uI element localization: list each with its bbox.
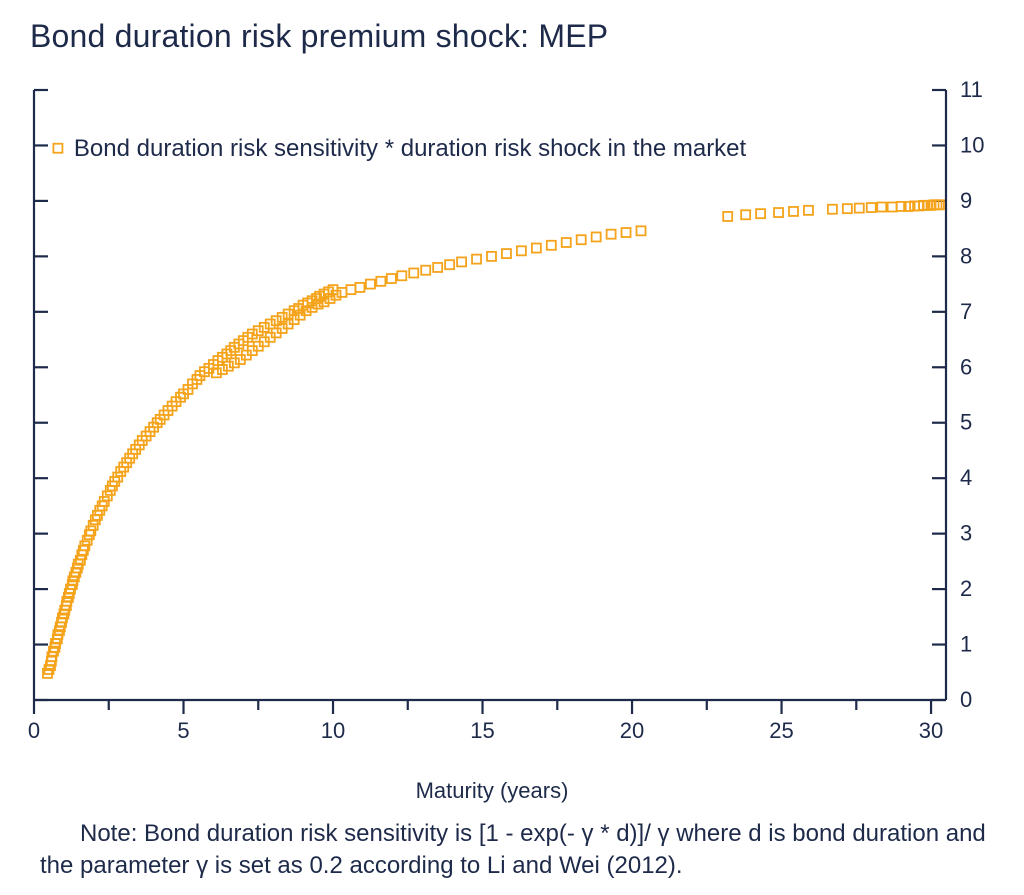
scatter-point [421, 266, 430, 275]
y-tick-label: 1 [960, 632, 972, 657]
scatter-point [774, 208, 783, 217]
x-tick-label: 5 [177, 718, 189, 743]
scatter-point [103, 491, 112, 500]
scatter-point [502, 249, 511, 258]
y-tick-label: 8 [960, 243, 972, 268]
x-tick-label: 20 [620, 718, 644, 743]
scatter-point [409, 269, 418, 278]
scatter-point [224, 362, 233, 371]
scatter-point [756, 209, 765, 218]
chart-title: Bond duration risk premium shock: MEP [30, 18, 608, 55]
y-tick-label: 0 [960, 687, 972, 712]
scatter-point [487, 252, 496, 261]
plot-area: 0 1 2 3 4 5 6 7 8 9 10 11 0 5 10 15 20 25 30 Bond duration … [26, 80, 994, 760]
scatter-point [547, 241, 556, 250]
scatter-point [260, 323, 269, 332]
scatter-point [789, 207, 798, 216]
scatter-point [532, 244, 541, 253]
y-tick-label: 9 [960, 188, 972, 213]
scatter-point [254, 326, 263, 335]
x-axis-label: Maturity (years) [0, 778, 984, 804]
scatter-point [888, 203, 897, 212]
y-tick-label: 4 [960, 465, 972, 490]
scatter-point [472, 255, 481, 264]
scatter-point [457, 257, 466, 266]
scatter-point [278, 313, 287, 322]
y-tick-label: 5 [960, 410, 972, 435]
scatter-point [517, 246, 526, 255]
scatter-point [723, 212, 732, 221]
scatter-point [397, 271, 406, 280]
scatter-point [433, 263, 442, 272]
scatter-point [445, 260, 454, 269]
scatter-point [867, 203, 876, 212]
x-tick-label: 15 [470, 718, 494, 743]
scatter-point [284, 310, 293, 319]
scatter-point [562, 238, 571, 247]
x-tick-label: 10 [321, 718, 345, 743]
x-tick-label: 30 [919, 718, 943, 743]
scatter-point [877, 203, 886, 212]
legend-label: Bond duration risk sensitivity * duratio… [74, 135, 747, 162]
scatter-point [266, 320, 275, 329]
scatter-point [387, 274, 396, 283]
scatter-point [218, 365, 227, 374]
scatter-point [355, 283, 364, 292]
scatter-point [607, 230, 616, 239]
y-tick-label: 7 [960, 299, 972, 324]
scatter-point [843, 204, 852, 213]
y-tick-label: 6 [960, 354, 972, 379]
x-tick-label: 25 [769, 718, 793, 743]
scatter-point [376, 277, 385, 286]
scatter-point [741, 210, 750, 219]
scatter-point [577, 235, 586, 244]
scatter-point [828, 205, 837, 214]
y-tick-label: 2 [960, 576, 972, 601]
y-tick-label: 3 [960, 521, 972, 546]
y-tick-label: 11 [960, 80, 983, 102]
scatter-point [804, 206, 813, 215]
y-tick-label: 10 [960, 132, 984, 157]
scatter-point [366, 280, 375, 289]
scatter-plot-svg: 0 1 2 3 4 5 6 7 8 9 10 11 0 5 10 15 20 25 30 Bond duration … [26, 80, 994, 760]
scatter-point [592, 232, 601, 241]
scatter-point [637, 226, 646, 235]
x-tick-label: 0 [28, 718, 40, 743]
legend-marker-icon [53, 144, 62, 153]
scatter-point [855, 204, 864, 213]
scatter-point [337, 288, 346, 297]
scatter-point [622, 228, 631, 237]
chart-footnote: Note: Bond duration risk sensitivity is … [40, 818, 1004, 883]
scatter-point [346, 285, 355, 294]
scatter-point [230, 358, 239, 367]
